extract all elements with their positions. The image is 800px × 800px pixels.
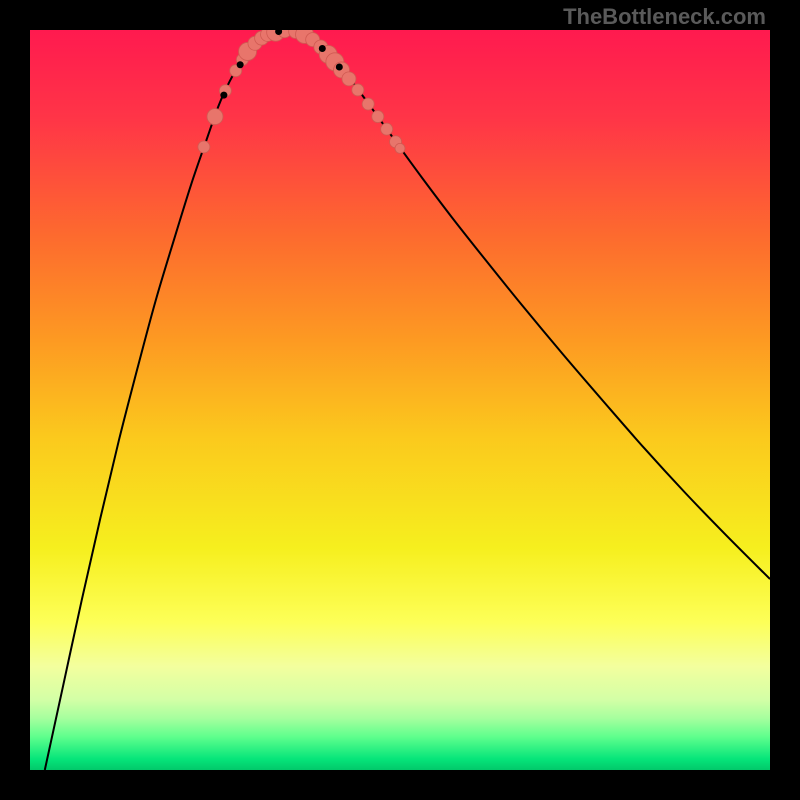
- data-marker: [220, 92, 227, 99]
- data-marker: [319, 45, 326, 52]
- data-marker: [207, 109, 223, 125]
- plot-area: [30, 30, 770, 770]
- curve-layer: [30, 30, 770, 770]
- data-marker: [237, 61, 244, 68]
- watermark-text: TheBottleneck.com: [563, 4, 766, 30]
- data-marker: [381, 123, 393, 135]
- data-marker: [395, 143, 405, 153]
- data-marker: [342, 72, 356, 86]
- marker-group: [198, 30, 405, 153]
- data-marker: [336, 64, 343, 71]
- data-marker: [362, 98, 374, 110]
- bottleneck-curve: [45, 31, 770, 770]
- data-marker: [372, 111, 384, 123]
- data-marker: [352, 84, 364, 96]
- chart-frame: TheBottleneck.com: [0, 0, 800, 800]
- data-marker: [198, 141, 210, 153]
